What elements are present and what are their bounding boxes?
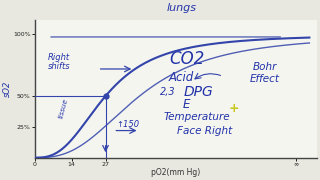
Text: CO2: CO2 (169, 50, 204, 68)
Text: Temperature: Temperature (164, 112, 230, 122)
Text: Acid: Acid (169, 71, 194, 84)
Y-axis label: sO2: sO2 (3, 80, 12, 97)
Text: lungs: lungs (167, 3, 197, 13)
Text: shifts: shifts (48, 62, 71, 71)
Text: ↑150: ↑150 (116, 120, 139, 129)
Text: Effect: Effect (250, 74, 280, 84)
Text: +: + (228, 102, 239, 115)
Text: Right: Right (48, 53, 70, 62)
Text: 2,3: 2,3 (160, 87, 176, 97)
X-axis label: pO2(mm Hg): pO2(mm Hg) (151, 168, 201, 177)
Text: DPG: DPG (184, 85, 214, 99)
Text: Face Right: Face Right (177, 126, 232, 136)
Text: Bohr: Bohr (253, 62, 277, 71)
Text: tissue: tissue (58, 98, 69, 119)
Text: E: E (183, 98, 190, 111)
